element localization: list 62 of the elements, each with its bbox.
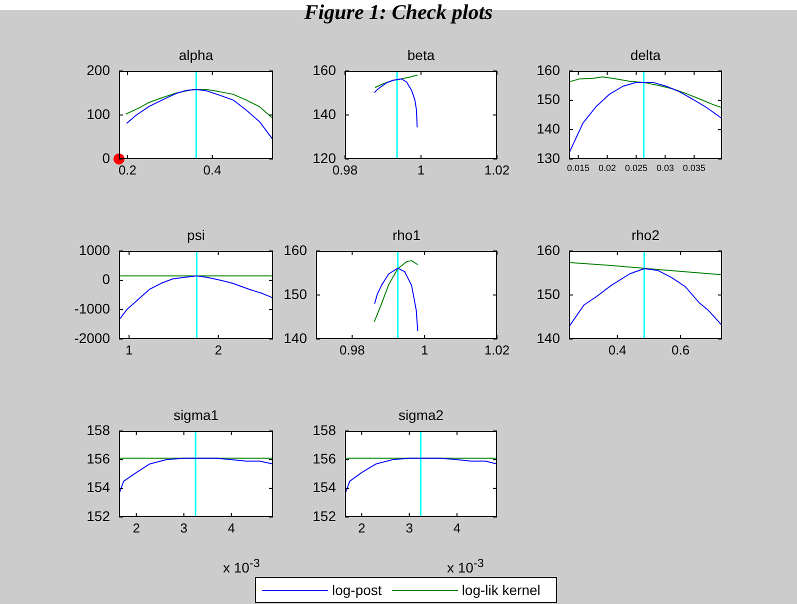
y-tick-label: 152 (86, 508, 110, 524)
y-tick-label: 140 (536, 120, 560, 137)
x-tick-label: 0.035 (682, 162, 706, 173)
y-tick-label: 156 (312, 450, 336, 467)
y-tick-label: 158 (86, 422, 110, 438)
y-tick-label: 158 (312, 422, 336, 438)
chart-title: sigma2 (398, 406, 444, 423)
y-tick-label: 140 (312, 106, 336, 122)
x-tick-label: 3 (406, 520, 413, 536)
x-tick-label: 1 (125, 342, 133, 358)
x-tick-label: 0.6 (672, 342, 690, 358)
x-tick-label: 0.2 (118, 162, 137, 178)
chart-title: rho2 (631, 226, 660, 243)
y-tick-label: 154 (86, 479, 110, 496)
x-tick-label: 2 (358, 520, 366, 536)
y-tick-label: -1000 (74, 300, 110, 317)
x-tick-label: 0.4 (203, 162, 222, 178)
y-tick-label: 160 (284, 242, 308, 258)
y-tick-label: -2000 (74, 330, 110, 346)
y-tick-label: 140 (284, 330, 308, 346)
x-tick-label: 1.02 (484, 162, 510, 178)
x-tick-label: 0.02 (598, 162, 616, 173)
chart-title: alpha (178, 46, 214, 63)
x-tick-label: 2 (214, 342, 222, 358)
text: x 10$^{-3}$ (447, 557, 484, 576)
x-tick-label: 0.4 (608, 342, 626, 358)
chart-title: sigma1 (173, 406, 219, 423)
x-tick-label: 0.015 (567, 162, 590, 173)
x-tick-label: 1.02 (484, 342, 510, 358)
y-tick-label: 160 (536, 242, 560, 258)
x-tick-label: 0.025 (624, 162, 648, 173)
y-tick-label: 140 (536, 330, 560, 346)
chart-title: delta (630, 46, 661, 63)
x-tick-label: 1 (417, 162, 425, 178)
x-tick-label: 1 (420, 342, 428, 358)
y-tick-label: 154 (312, 479, 336, 496)
chart-title: beta (407, 46, 435, 63)
y-tick-label: 160 (536, 62, 560, 78)
x-tick-label: 4 (453, 520, 461, 536)
y-tick-label: 150 (536, 91, 560, 108)
legend-label: log-post (332, 582, 382, 598)
x-tick-label: 3 (180, 520, 188, 536)
x-tick-label: 0.03 (656, 162, 674, 173)
y-tick-label: 200 (86, 62, 110, 78)
caption: Figure 1: Check plots (303, 0, 494, 24)
y-tick-label: 130 (536, 150, 560, 166)
text: x 10$^{-3}$ (223, 557, 260, 576)
y-tick-label: 150 (284, 286, 308, 302)
y-tick-label: 0 (102, 150, 110, 166)
chart-title: rho1 (392, 226, 421, 243)
legend-label: log-lik kernel (462, 582, 540, 598)
x-tick-label: 4 (228, 520, 235, 536)
y-tick-label: 0 (102, 271, 110, 288)
x-tick-label: 2 (132, 520, 140, 536)
y-tick-label: 152 (312, 508, 336, 524)
x-tick-label: 0.98 (340, 342, 365, 358)
y-tick-label: 100 (86, 106, 110, 122)
y-tick-label: 1000 (78, 242, 110, 258)
chart-title: psi (187, 226, 205, 243)
y-tick-label: 160 (312, 62, 336, 78)
y-tick-label: 150 (536, 286, 560, 302)
y-tick-label: 156 (86, 450, 110, 467)
